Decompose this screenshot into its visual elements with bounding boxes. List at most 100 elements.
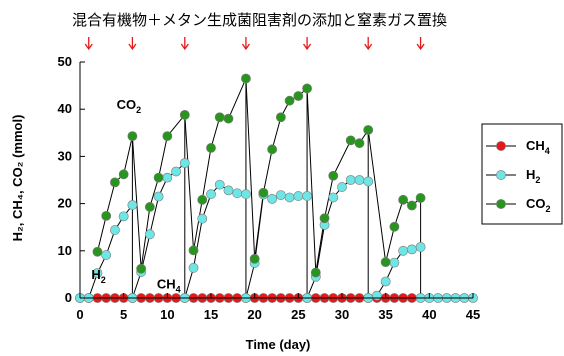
point-CO2	[293, 91, 304, 101]
point-H2	[101, 250, 112, 260]
event-arrow-head	[84, 43, 93, 51]
x-tick-label: 15	[204, 307, 218, 322]
point-CO2	[241, 73, 251, 84]
legend-marker	[496, 141, 506, 151]
series-line-CO2	[184, 78, 247, 251]
legend-box	[481, 123, 563, 225]
point-CO2	[118, 169, 129, 180]
x-tick-label: 0	[76, 307, 83, 322]
series-line-CO2	[245, 78, 308, 259]
point-H2	[328, 192, 339, 203]
point-CO2	[197, 194, 208, 205]
point-H2	[188, 262, 199, 273]
point-CO2	[179, 109, 190, 120]
point-CO2	[153, 172, 164, 183]
y-axis-label: H₂, CH₄, CO₂ (mmol)	[10, 115, 25, 242]
point-CO2	[406, 200, 417, 211]
point-CO2	[136, 263, 147, 274]
point-H2	[302, 191, 312, 201]
point-H2	[153, 191, 164, 202]
point-CO2	[310, 267, 321, 278]
point-H2	[127, 200, 138, 210]
point-CO2	[127, 131, 138, 142]
point-CO2	[302, 83, 312, 94]
event-arrow-head	[241, 43, 250, 51]
point-CO2	[188, 245, 199, 256]
point-CO2	[101, 210, 112, 221]
point-CO2	[398, 194, 409, 205]
point-CO2	[319, 213, 330, 224]
annotation-label: CO2	[117, 97, 142, 115]
y-tick-label: 50	[58, 54, 72, 69]
point-CO2	[345, 135, 356, 146]
series-line-H2	[245, 193, 308, 299]
x-tick-label: 25	[291, 307, 305, 322]
x-tick-label: 10	[160, 307, 174, 322]
point-H2	[214, 179, 225, 190]
event-arrows	[84, 37, 425, 51]
annotation-label: CH4	[157, 277, 181, 295]
event-arrow-head	[303, 43, 312, 51]
event-arrow-head	[128, 43, 137, 51]
legend-label: CH4	[526, 138, 550, 156]
x-tick-label: 35	[378, 307, 392, 322]
y-tick-label: 20	[58, 196, 72, 211]
legend-label: CO2	[526, 196, 551, 214]
annotation-label: H2	[91, 267, 105, 285]
legend-label: H2	[526, 167, 540, 185]
x-axis-label: Time (day)	[246, 337, 311, 352]
point-CO2	[284, 95, 295, 106]
point-CO2	[363, 125, 374, 135]
point-H2	[179, 158, 190, 168]
point-CO2	[415, 193, 426, 203]
x-tick-label: 30	[335, 307, 349, 322]
y-axis: 0 10 20 30 40 50	[58, 54, 85, 305]
point-H2	[380, 276, 391, 287]
series-line-H2	[184, 184, 246, 299]
y-tick-label: 30	[58, 148, 72, 163]
legend: CH4 H2 CO2	[481, 123, 563, 225]
point-H2	[267, 193, 278, 204]
legend-marker	[496, 199, 506, 209]
event-arrow-head	[364, 43, 373, 51]
point-H2	[389, 257, 400, 268]
y-tick-label: 10	[58, 243, 72, 258]
point-H2	[144, 229, 155, 240]
point-CO2	[214, 112, 225, 123]
point-CO2	[144, 202, 155, 212]
point-CO2	[275, 112, 286, 123]
y-tick-label: 0	[65, 290, 72, 305]
point-H2	[241, 189, 251, 200]
x-tick-label: 40	[422, 307, 436, 322]
point-H2	[171, 166, 181, 177]
point-H2	[110, 225, 120, 235]
point-CO2	[267, 144, 278, 155]
event-arrow-head	[416, 43, 425, 51]
chart-title: 混合有機物＋メタン生成菌阻害剤の添加と窒素ガス置換	[72, 11, 447, 29]
point-H2	[284, 192, 295, 203]
series-line-CO2	[367, 129, 421, 263]
annotations: CO2 H2 CH4	[91, 97, 180, 294]
series-line-H2	[368, 246, 421, 299]
legend-marker	[496, 170, 506, 180]
point-H2	[345, 175, 356, 185]
point-H2	[232, 188, 243, 199]
point-H2	[337, 182, 347, 192]
point-H2	[293, 191, 304, 201]
point-CO2	[389, 221, 400, 232]
point-CO2	[110, 177, 120, 188]
point-H2	[118, 211, 129, 222]
point-H2	[372, 290, 382, 301]
x-tick-label: 45	[466, 307, 480, 322]
point-CO2	[206, 143, 216, 153]
point-H2	[92, 268, 103, 278]
point-CO2	[92, 246, 103, 257]
point-H2	[363, 176, 374, 187]
point-CO2	[328, 170, 339, 181]
y-tick-label: 40	[58, 101, 72, 116]
point-H2	[415, 242, 426, 252]
point-H2	[354, 175, 365, 185]
point-H2	[406, 244, 417, 255]
point-H2	[206, 189, 216, 200]
